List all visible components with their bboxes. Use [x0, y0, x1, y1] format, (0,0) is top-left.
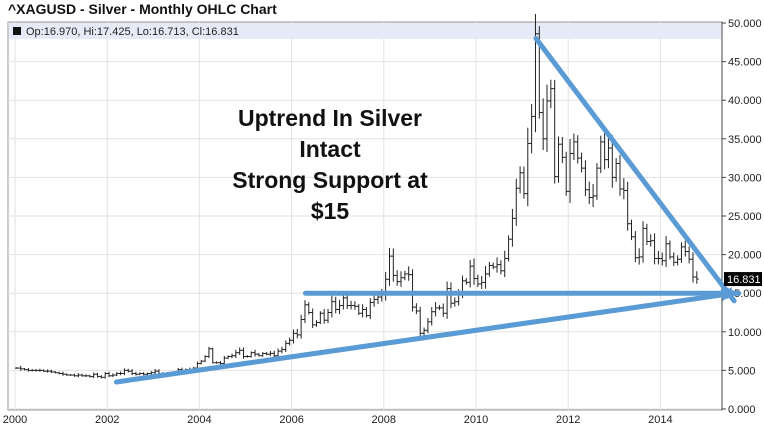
legend-marker [13, 27, 21, 35]
x-tick-label: 2002 [95, 414, 119, 426]
legend-background [9, 23, 721, 39]
y-tick-label: 10.000 [728, 327, 762, 339]
legend-text: Op:16.970, Hi:17.425, Lo:16.713, Cl:16.8… [26, 26, 239, 38]
x-tick-label: 2012 [556, 414, 580, 426]
y-tick-label: 0.000 [728, 404, 756, 416]
arrowhead-icon [720, 288, 735, 302]
annotation-text: Uptrend In Silver [238, 105, 422, 131]
x-tick-label: 2000 [3, 414, 27, 426]
y-tick-label: 20.000 [728, 250, 762, 262]
annotation-text: $15 [311, 198, 350, 224]
last-price-label: 16.831 [727, 274, 761, 286]
trendline-rising-support [113, 290, 737, 385]
x-tick-label: 2010 [464, 414, 488, 426]
y-tick-label: 40.000 [728, 95, 762, 107]
x-tick-label: 2014 [648, 414, 672, 426]
x-tick-label: 2006 [279, 414, 303, 426]
last-price-box [724, 272, 762, 287]
annotation-text: Intact [299, 136, 361, 162]
chart-title: ^XAGUSD - Silver - Monthly OHLC Chart [8, 1, 277, 17]
y-tick-label: 25.000 [728, 211, 762, 223]
y-tick-label: 45.000 [728, 57, 762, 69]
annotation-text: Strong Support at [232, 167, 428, 193]
y-tick-label: 30.000 [728, 172, 762, 184]
x-tick-label: 2004 [187, 414, 211, 426]
x-tick-label: 2008 [372, 414, 396, 426]
y-tick-label: 50.000 [728, 18, 762, 30]
y-tick-label: 5.000 [728, 365, 756, 377]
trendline-resistance [533, 35, 737, 304]
y-tick-label: 35.000 [728, 134, 762, 146]
